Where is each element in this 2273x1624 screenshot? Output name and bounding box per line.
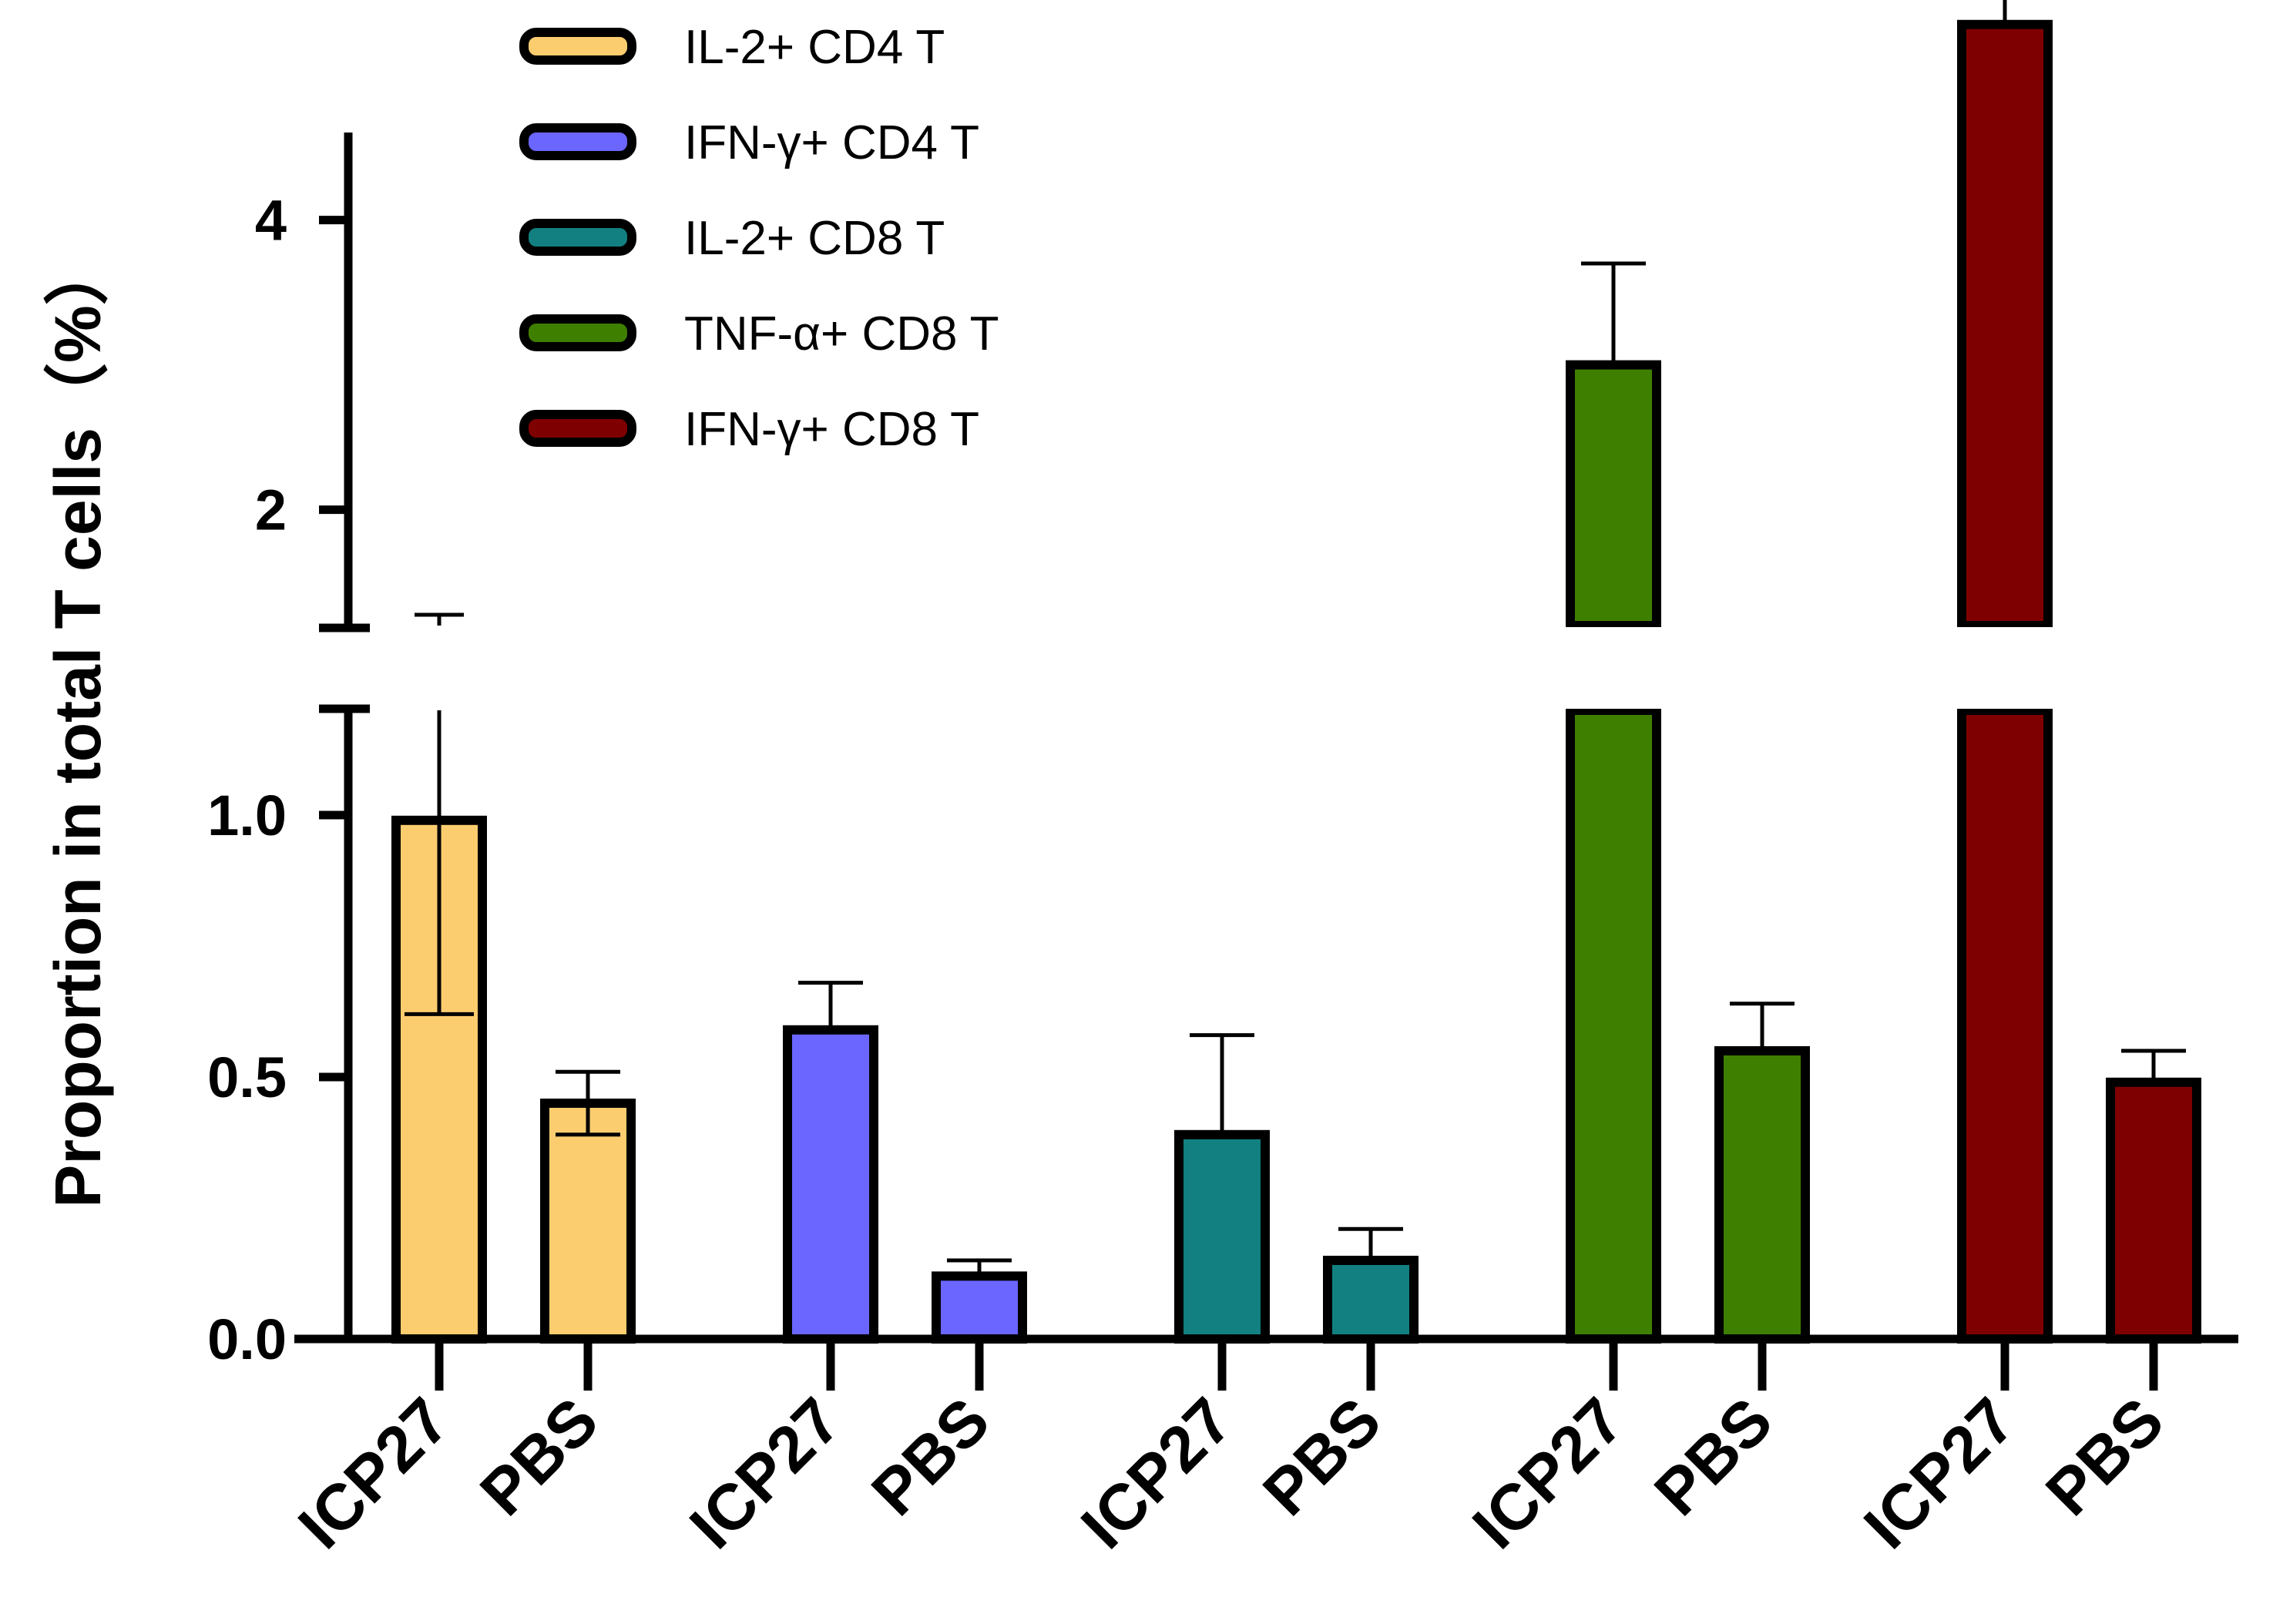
bar xyxy=(1323,1256,1419,1344)
bar xyxy=(1714,1046,1810,1344)
axis-break-gap xyxy=(1956,627,2054,709)
legend-label: TNF-α+ CD8 T xyxy=(684,307,999,361)
legend-swatch xyxy=(519,123,636,160)
bar xyxy=(1566,706,1661,1344)
x-category-label: PBS xyxy=(2032,1384,2177,1529)
legend-swatch xyxy=(519,219,636,256)
x-category-label: ICP27 xyxy=(284,1384,463,1562)
y-tick-label: 4 xyxy=(255,189,287,253)
x-category-label: PBS xyxy=(466,1384,612,1529)
x-category-label: ICP27 xyxy=(1850,1384,2029,1562)
bar xyxy=(1174,1129,1270,1344)
legend-swatch xyxy=(519,28,636,65)
bar xyxy=(932,1271,1027,1344)
legend-label: IL-2+ CD4 T xyxy=(684,21,945,74)
x-category-label: PBS xyxy=(1640,1384,1786,1529)
y-tick-label: 0.0 xyxy=(207,1307,287,1371)
bar xyxy=(1957,19,2053,631)
y-tick-label: 0.5 xyxy=(207,1045,287,1109)
legend-swatch xyxy=(519,410,636,447)
x-category-label: ICP27 xyxy=(1459,1384,1637,1562)
bar xyxy=(2106,1077,2201,1344)
legend-swatch xyxy=(519,314,636,351)
legend-label: IFN-γ+ CD8 T xyxy=(684,403,979,456)
tick-labels: 0.00.51.02468 xyxy=(207,189,287,1371)
legend-label: IFN-γ+ CD4 T xyxy=(684,116,979,169)
x-category-label: PBS xyxy=(858,1384,1003,1529)
axis-break-gap xyxy=(1564,627,1663,709)
legend: IL-2+ CD4 T IFN-γ+ CD4 T IL-2+ CD8 T TNF-α+… xyxy=(519,21,999,456)
bar xyxy=(783,1025,878,1344)
bars xyxy=(391,0,2201,1344)
y-axis-title: Proportion in total T cells（%） xyxy=(42,240,114,1207)
bar xyxy=(1957,706,2053,1344)
category-labels: ICP27 PBS ICP27 PBS ICP27 PBS ICP27 PBS ICP27 PBS xyxy=(284,1384,2177,1562)
x-category-label: PBS xyxy=(1249,1384,1395,1529)
legend-label: IL-2+ CD8 T xyxy=(684,212,945,265)
y-tick-label: 1.0 xyxy=(207,783,287,847)
bar xyxy=(1566,360,1661,630)
bar xyxy=(540,1099,636,1344)
x-category-label: ICP27 xyxy=(1067,1384,1246,1562)
x-category-label: ICP27 xyxy=(676,1384,854,1562)
y-tick-label: 2 xyxy=(255,478,287,542)
